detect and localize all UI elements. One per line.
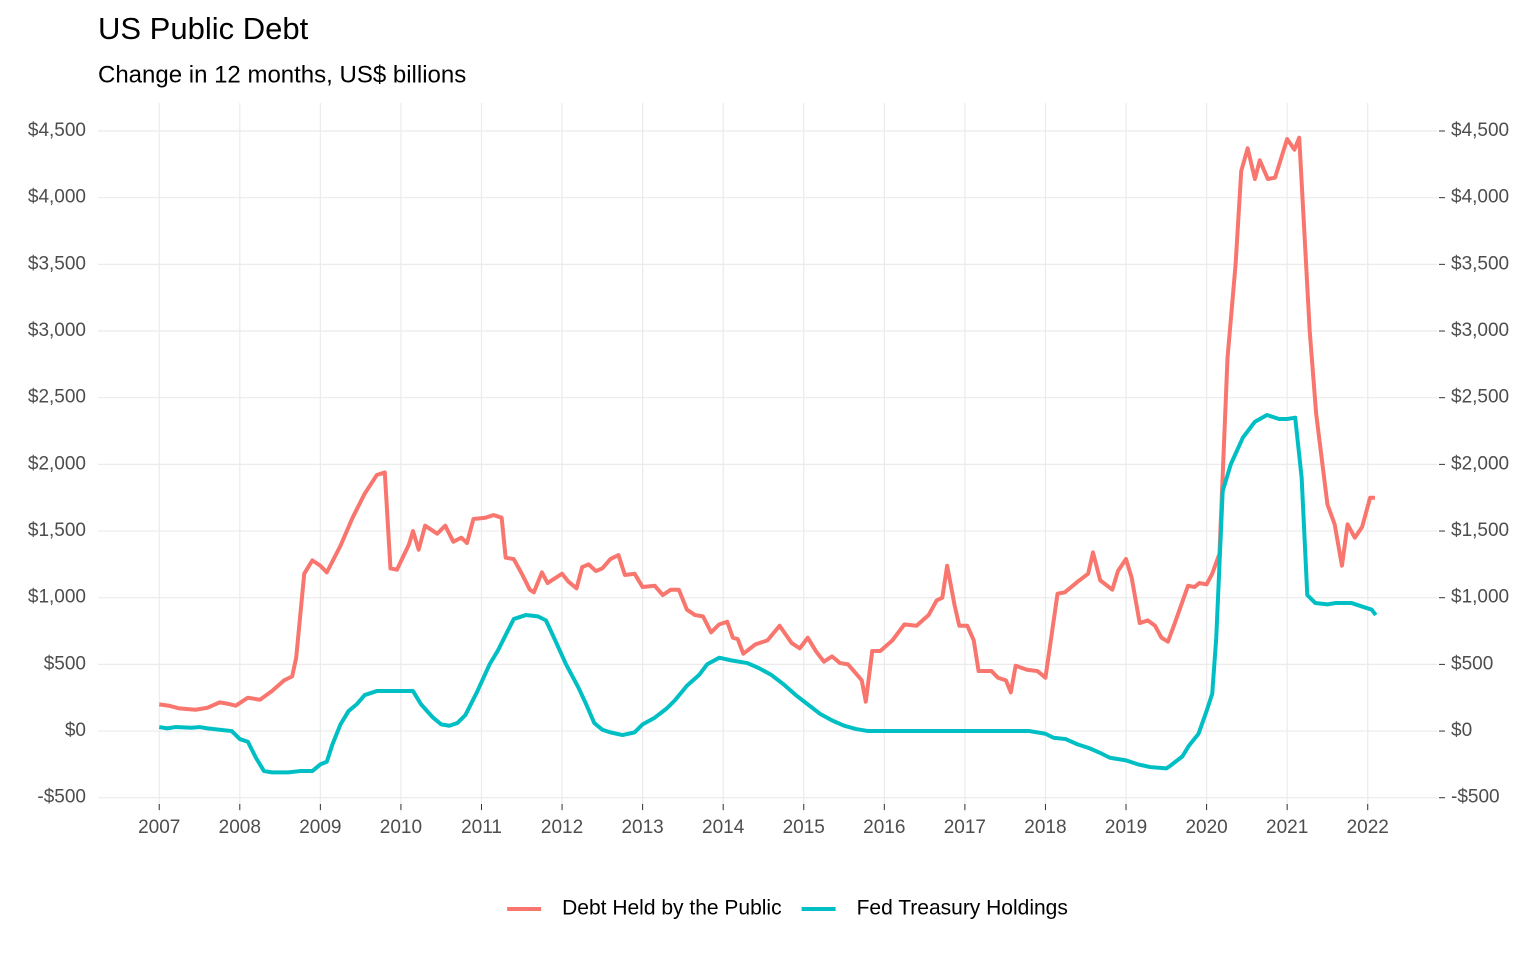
x-tick-label: 2011 <box>461 817 502 838</box>
y-tick-label: $1,000 <box>28 587 86 608</box>
y2-tick-label: $4,500 <box>1451 120 1509 141</box>
x-tick-label: 2009 <box>299 817 341 838</box>
x-tick-label: 2010 <box>380 817 422 838</box>
y2-tick-label: $4,000 <box>1451 187 1509 208</box>
legend-label: Fed Treasury Holdings <box>857 897 1068 920</box>
chart-title: US Public Debt <box>98 11 309 46</box>
y2-tick-label: $2,000 <box>1451 453 1509 474</box>
x-tick-label: 2022 <box>1347 817 1389 838</box>
y2-tick-label: -$500 <box>1451 787 1500 808</box>
chart-subtitle: Change in 12 months, US$ billions <box>98 61 466 88</box>
x-tick-label: 2015 <box>783 817 825 838</box>
series-line <box>158 135 1375 712</box>
series-line <box>158 413 1378 775</box>
x-tick-label: 2008 <box>219 817 261 838</box>
y2-tick-label: $1,000 <box>1451 587 1509 608</box>
x-tick-label: 2012 <box>541 817 583 838</box>
y-tick-label: $1,500 <box>28 520 86 541</box>
x-tick-label: 2021 <box>1266 817 1308 838</box>
y2-tick-label: $1,500 <box>1451 520 1509 541</box>
y-tick-label: $4,000 <box>28 187 86 208</box>
x-tick-label: 2007 <box>138 817 180 838</box>
x-tick-label: 2018 <box>1024 817 1066 838</box>
legend-label: Debt Held by the Public <box>562 897 781 920</box>
x-tick-label: 2014 <box>702 817 745 838</box>
y2-tick-label: $2,500 <box>1451 387 1509 408</box>
y-tick-label: $0 <box>65 720 86 741</box>
y2-tick-label: $500 <box>1451 653 1493 674</box>
y2-tick-label: $3,500 <box>1451 253 1509 274</box>
x-tick-label: 2020 <box>1185 817 1227 838</box>
y-tick-label: $500 <box>44 653 86 674</box>
y-tick-label: $4,500 <box>28 120 86 141</box>
x-tick-label: 2016 <box>863 817 905 838</box>
y2-tick-label: $3,000 <box>1451 320 1509 341</box>
y-tick-label: -$500 <box>37 787 86 808</box>
x-tick-label: 2017 <box>944 817 986 838</box>
y-tick-label: $3,000 <box>28 320 86 341</box>
x-tick-label: 2019 <box>1105 817 1147 838</box>
y-tick-label: $2,000 <box>28 453 86 474</box>
y-tick-label: $3,500 <box>28 253 86 274</box>
y-tick-label: $2,500 <box>28 387 86 408</box>
x-tick-label: 2013 <box>621 817 663 838</box>
y2-tick-label: $0 <box>1451 720 1472 741</box>
